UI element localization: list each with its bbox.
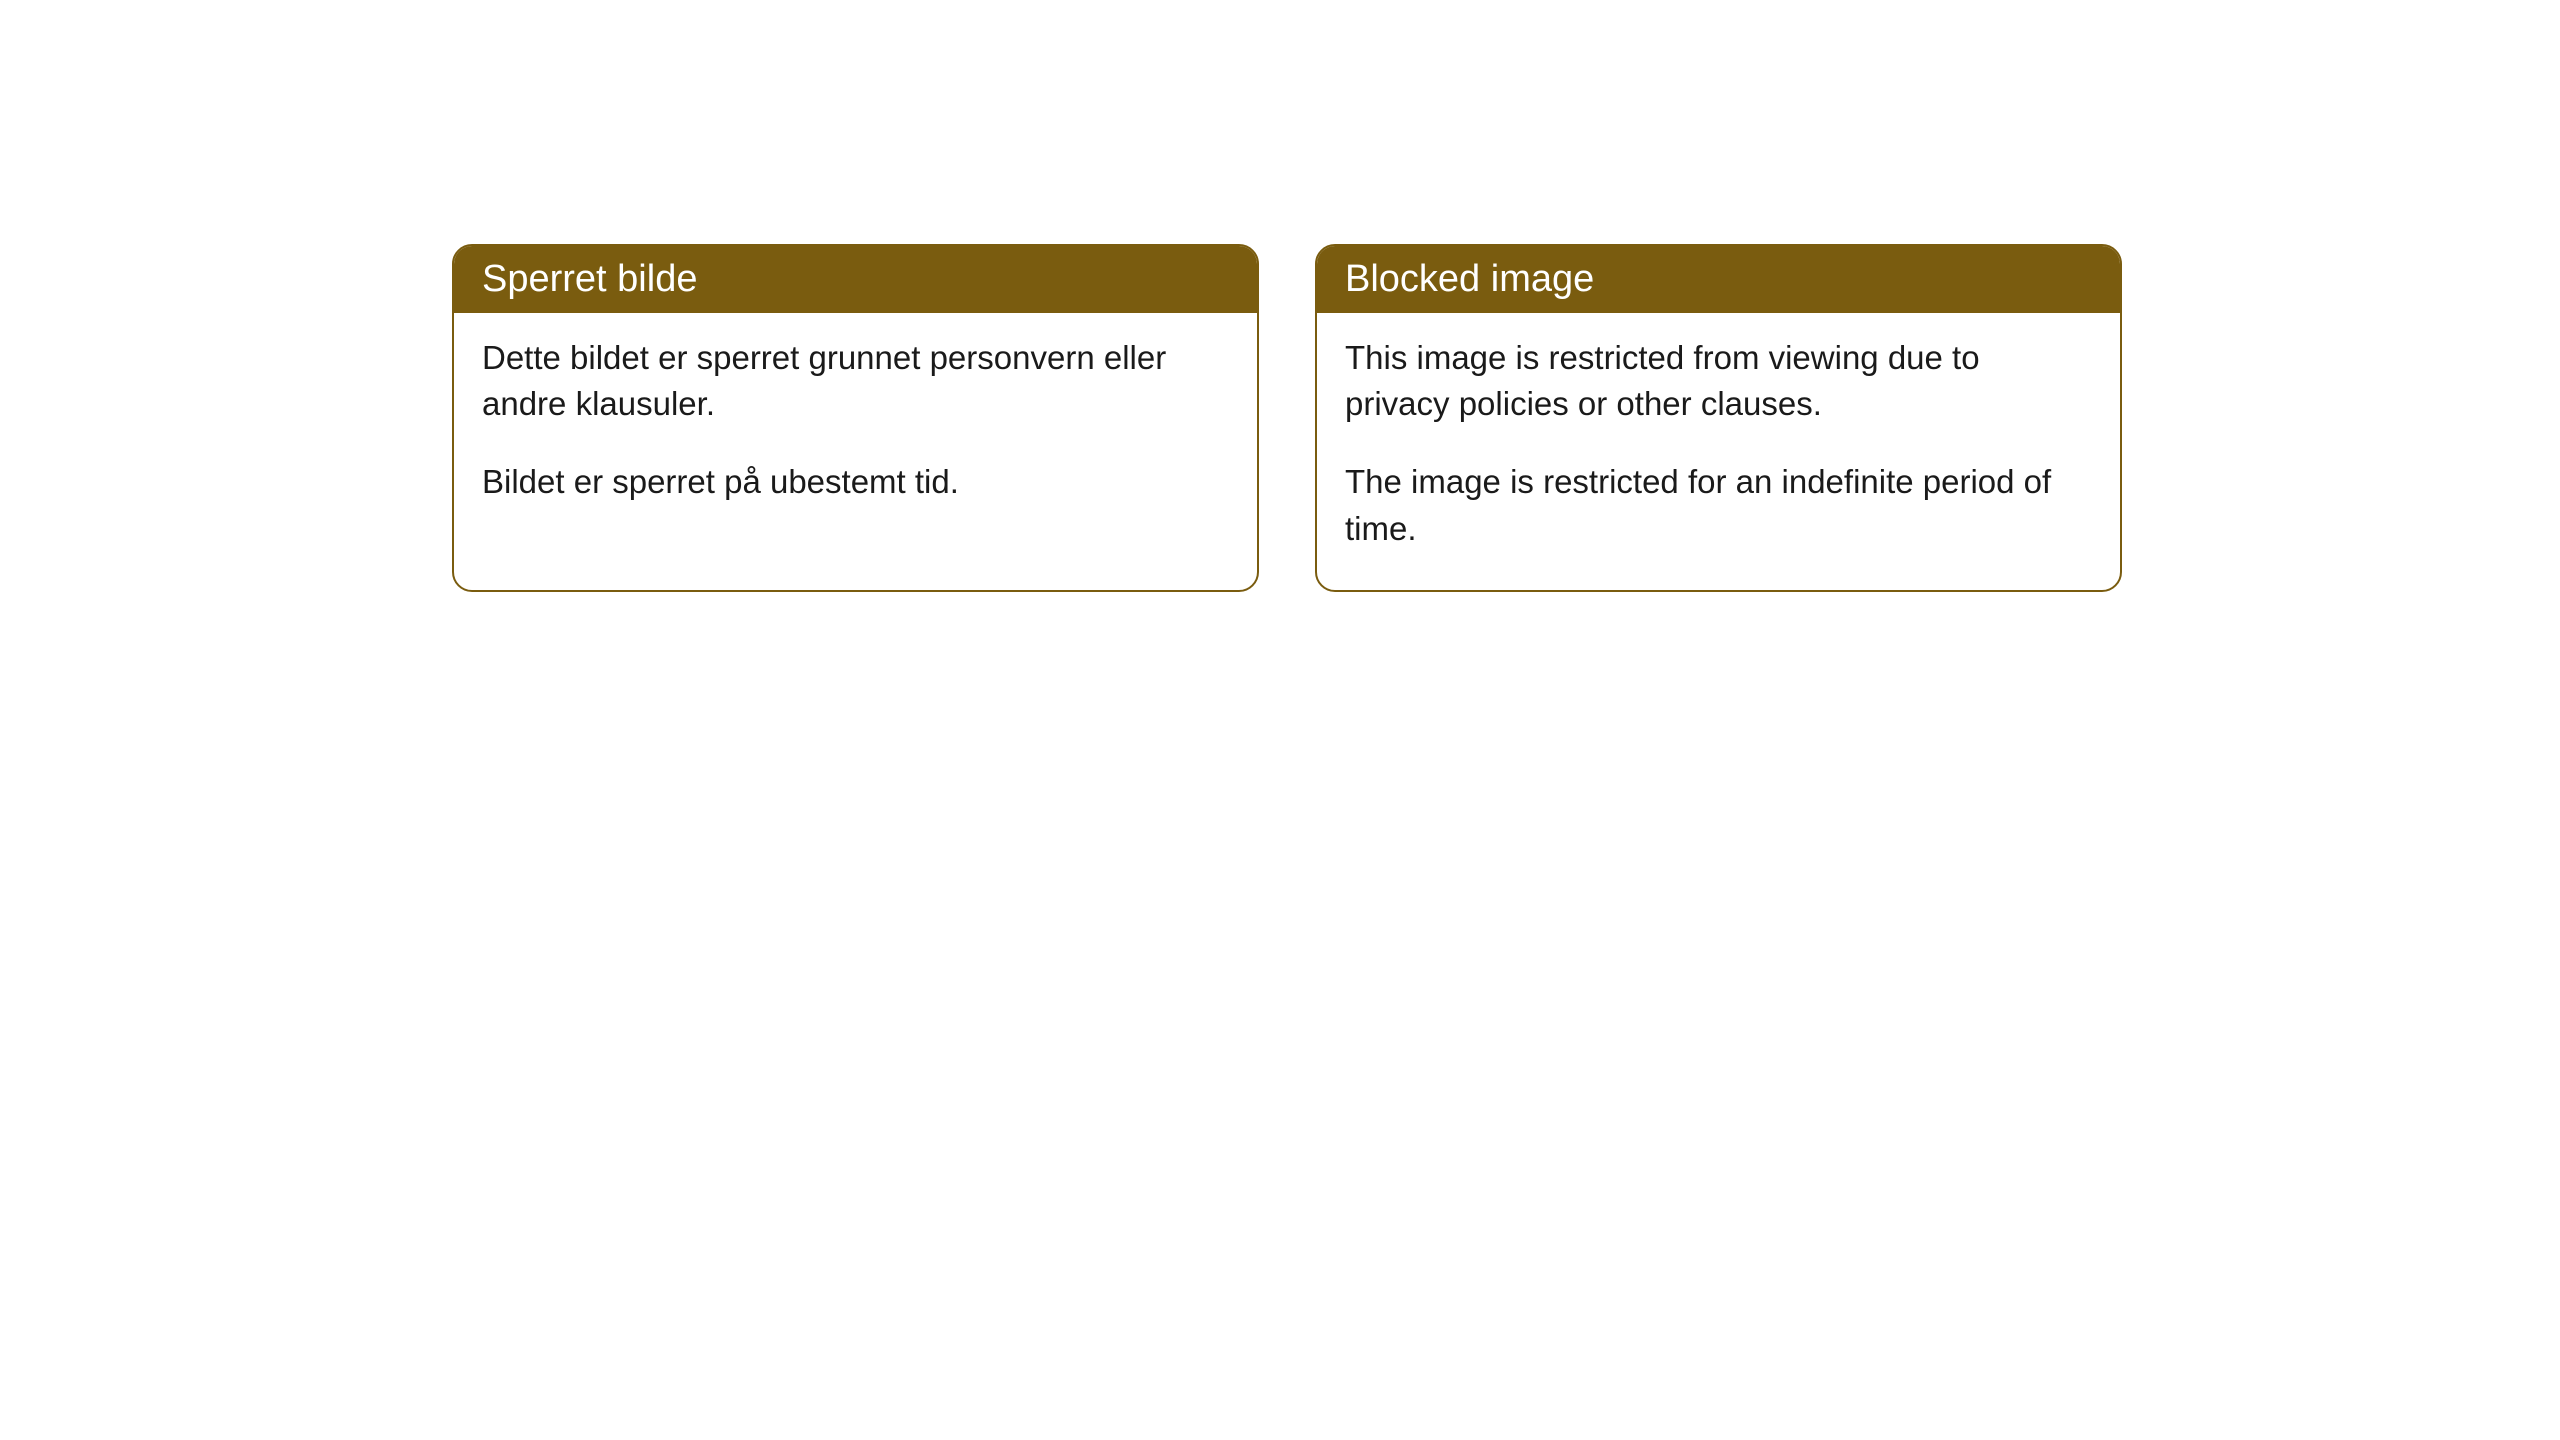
notice-para2-norwegian: Bildet er sperret på ubestemt tid. <box>482 459 1229 505</box>
card-norwegian: Sperret bilde Dette bildet er sperret gr… <box>452 244 1259 592</box>
notice-para2-english: The image is restricted for an indefinit… <box>1345 459 2092 551</box>
card-header-english: Blocked image <box>1317 246 2120 313</box>
notice-para1-english: This image is restricted from viewing du… <box>1345 335 2092 427</box>
card-header-norwegian: Sperret bilde <box>454 246 1257 313</box>
card-english: Blocked image This image is restricted f… <box>1315 244 2122 592</box>
notice-container: Sperret bilde Dette bildet er sperret gr… <box>452 244 2122 592</box>
notice-para1-norwegian: Dette bildet er sperret grunnet personve… <box>482 335 1229 427</box>
card-body-english: This image is restricted from viewing du… <box>1317 313 2120 590</box>
card-body-norwegian: Dette bildet er sperret grunnet personve… <box>454 313 1257 544</box>
